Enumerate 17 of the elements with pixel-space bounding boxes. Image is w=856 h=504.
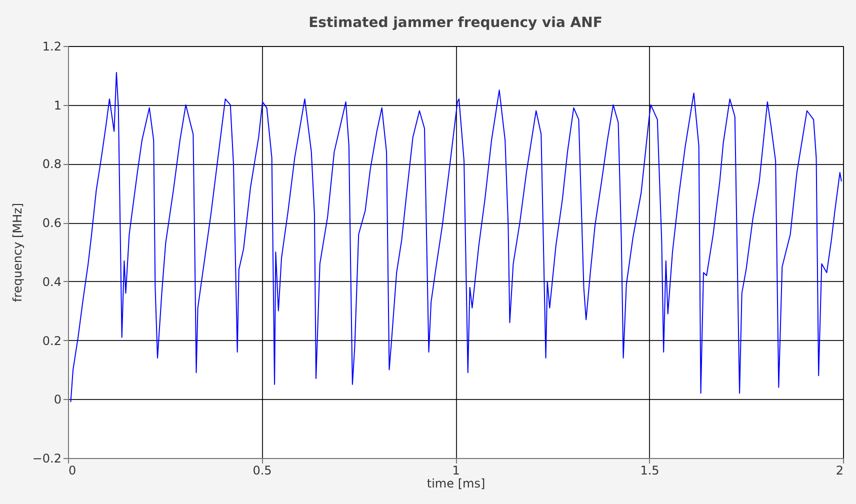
x-tick-label: 2 xyxy=(836,464,844,478)
y-tick-label: 0.2 xyxy=(42,334,62,348)
line-series xyxy=(70,72,842,403)
x-tick-label: 0.5 xyxy=(252,464,272,478)
y-tick-label: 1.2 xyxy=(42,40,62,54)
y-tick-label: 1 xyxy=(54,98,62,112)
y-tick-label: 0 xyxy=(54,392,62,407)
y-tick-label: 0.6 xyxy=(42,216,62,230)
y-tick-label: −0.2 xyxy=(32,452,62,466)
y-tick-label: 0.8 xyxy=(42,157,62,172)
x-tick-label: 0 xyxy=(68,464,76,478)
x-axis-title: time [ms] xyxy=(426,476,486,490)
chart-title: Estimated jammer frequency via ANF xyxy=(308,15,602,31)
y-tick-label: 0.4 xyxy=(42,274,62,289)
y-axis-title: frequency [MHz] xyxy=(10,202,24,302)
x-tick-label: 1.5 xyxy=(640,464,660,478)
x-tick-label: 1 xyxy=(452,464,460,478)
